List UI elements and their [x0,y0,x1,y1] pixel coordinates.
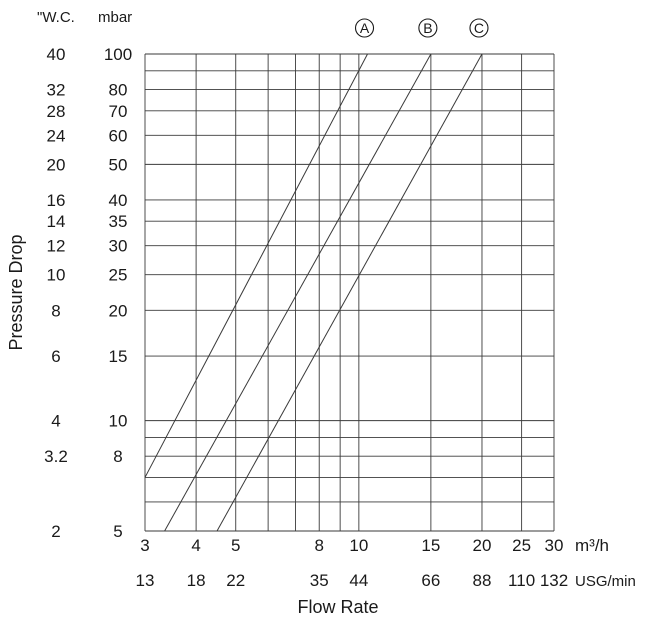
x-axis-title: Flow Rate [297,597,378,617]
x-secondary-tick-label: 110 [508,571,535,590]
series-marker-c [469,18,489,38]
y-axis-title: Pressure Drop [6,234,26,350]
series-line-c [216,53,483,532]
y-secondary-tick-label: 20 [47,155,66,174]
y-secondary-tick-label: 12 [47,237,66,256]
x-tick-label: 10 [349,536,368,555]
y-secondary-tick-label: 24 [47,126,66,145]
x-secondary-tick-label: 88 [473,571,492,590]
y-secondary-tick-label: 14 [47,212,66,231]
series-line-a [144,53,368,478]
x-primary-unit-label: m³/h [575,536,609,555]
y-tick-label: 8 [113,447,122,466]
x-secondary-tick-label: 18 [187,571,206,590]
y-secondary-unit-label: "W.C. [37,9,75,26]
labels: "W.C. mbar Pressure Drop Flow Rate 3 4 5 8 1… [6,9,636,617]
x-secondary-tick-label: 13 [136,571,155,590]
y-tick-label: 5 [113,522,122,541]
y-tick-label: 35 [109,212,128,231]
y-secondary-tick-label: 40 [47,45,66,64]
series-label-b: B [423,20,432,36]
y-tick-label: 10 [109,412,128,431]
x-secondary-tick-label: 66 [421,571,440,590]
y-tick-label: 40 [109,191,128,210]
y-tick-label: 30 [109,237,128,256]
y-secondary-tick-label: 32 [47,81,66,100]
y-tick-label: 20 [109,301,128,320]
series-lines: A B C [144,18,489,532]
x-tick-label: 4 [191,536,200,555]
y-secondary-tick-label: 8 [51,301,60,320]
y-secondary-tick-label: 2 [51,522,60,541]
y-secondary-tick-label: 10 [47,266,66,285]
series-line-b [164,53,432,532]
y-tick-label: 80 [109,81,128,100]
y-tick-label: 70 [109,102,128,121]
series-label-a: A [360,20,370,36]
x-secondary-tick-label: 44 [349,571,368,590]
x-tick-label: 20 [473,536,492,555]
x-secondary-tick-label: 22 [226,571,245,590]
y-secondary-tick-label: 4 [51,412,60,431]
y-tick-label: 50 [109,155,128,174]
x-secondary-unit-label: USG/min [575,573,636,590]
x-tick-label: 15 [421,536,440,555]
series-label-c: C [474,20,484,36]
x-tick-label: 25 [512,536,531,555]
y-tick-label: 25 [109,266,128,285]
y-tick-label: 15 [109,347,128,366]
x-tick-label: 3 [140,536,149,555]
x-tick-label: 30 [545,536,564,555]
y-tick-label: 100 [104,45,132,64]
y-primary-unit-label: mbar [98,9,132,26]
x-secondary-tick-label: 35 [310,571,329,590]
x-tick-label: 8 [314,536,323,555]
x-tick-label: 5 [231,536,240,555]
grid [144,53,555,532]
y-secondary-tick-label: 16 [47,191,66,210]
y-secondary-tick-label: 28 [47,102,66,121]
y-tick-label: 60 [109,126,128,145]
y-secondary-tick-label: 6 [51,347,60,366]
x-secondary-tick-label: 132 [540,571,568,590]
y-secondary-tick-label: 3.2 [44,447,68,466]
series-marker-b [418,18,438,38]
series-marker-a [354,18,375,38]
